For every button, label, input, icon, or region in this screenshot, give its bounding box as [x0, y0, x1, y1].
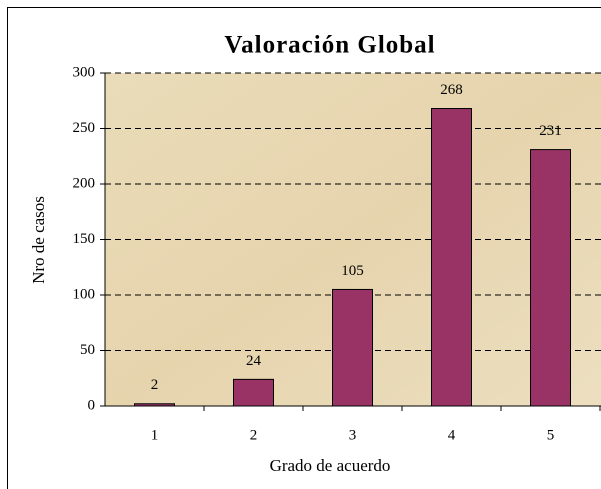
y-tick-label: 200	[73, 175, 96, 191]
data-label: 105	[341, 263, 364, 279]
x-tick-label: 4	[448, 427, 456, 443]
y-tick-label: 300	[73, 64, 96, 80]
data-label: 24	[246, 353, 262, 369]
bar	[233, 378, 274, 407]
data-label: 2	[151, 377, 159, 393]
bar	[530, 149, 571, 407]
x-tick-label: 2	[250, 427, 258, 443]
chart-title: Valoración Global	[224, 32, 435, 59]
y-tick-label: 100	[73, 286, 96, 302]
x-tick-label: 3	[349, 427, 357, 443]
y-axis-label: Nro de casos	[29, 196, 48, 284]
data-label: 268	[440, 82, 463, 98]
x-axis-label: Grado de acuerdo	[270, 456, 391, 475]
x-tick-label: 1	[151, 427, 159, 443]
y-tick-label: 250	[73, 120, 96, 136]
y-tick-label: 50	[80, 342, 95, 358]
bar	[431, 108, 472, 407]
x-tick-label: 5	[547, 427, 555, 443]
bar	[134, 403, 175, 407]
bar	[332, 288, 373, 407]
y-tick-label: 0	[88, 397, 96, 413]
data-label: 231	[539, 123, 562, 139]
y-tick-label: 150	[73, 231, 96, 247]
